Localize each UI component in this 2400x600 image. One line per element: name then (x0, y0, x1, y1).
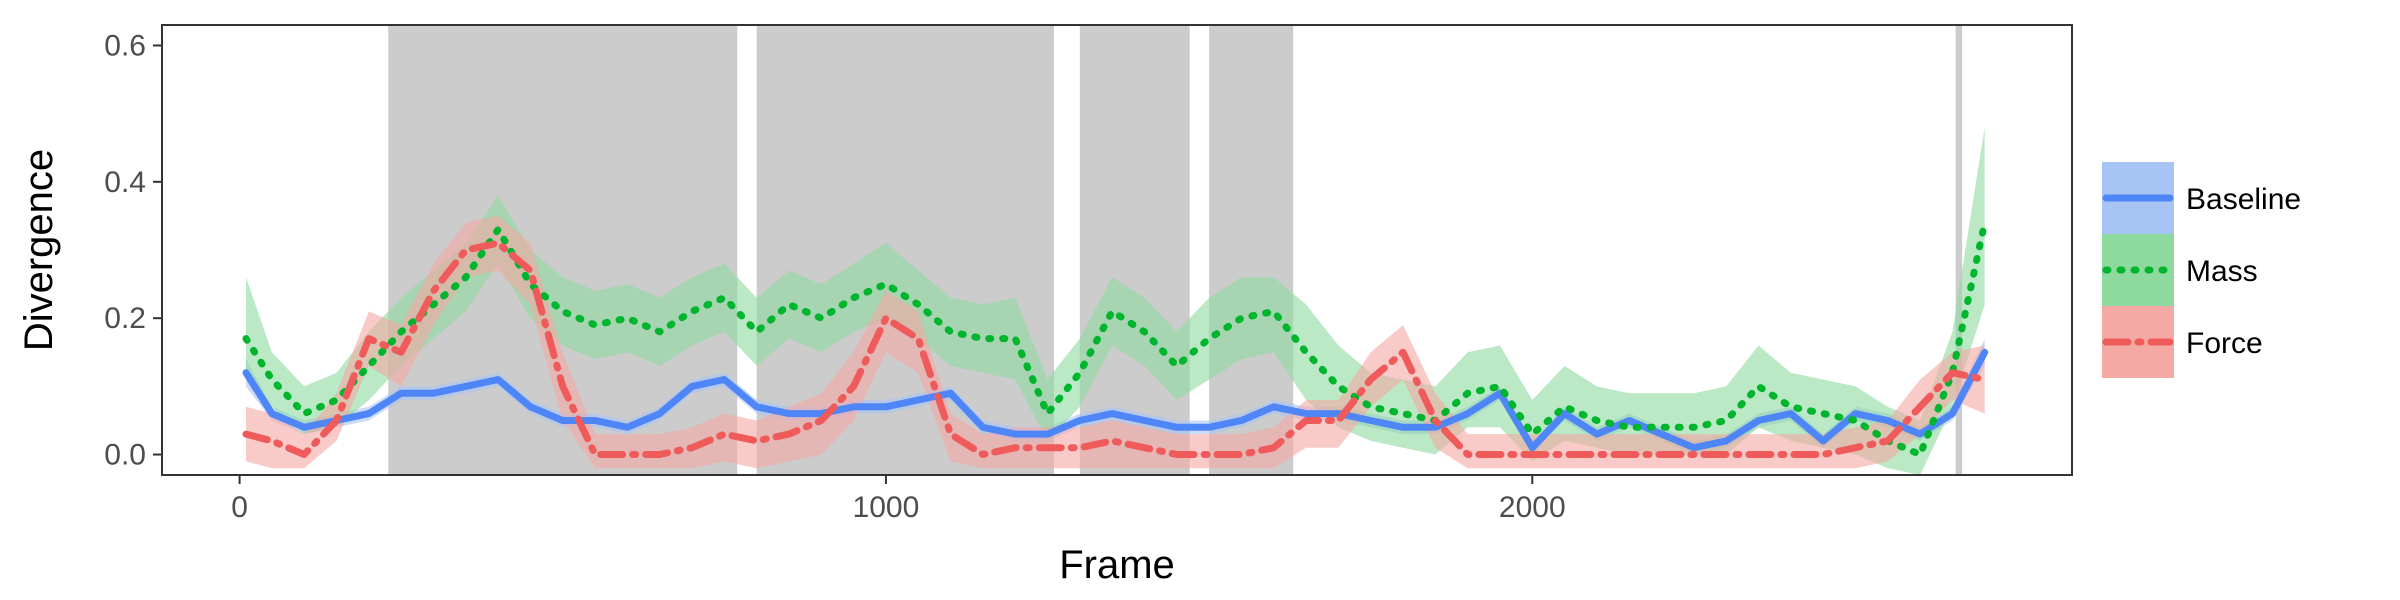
legend-label-force: Force (2186, 327, 2263, 360)
legend-item-force: Force (2102, 306, 2263, 378)
legend-item-mass: Mass (2102, 234, 2258, 306)
plot-area (161, 24, 2073, 476)
mass-confidence-band (246, 127, 1985, 475)
x-tick-label: 0 (231, 491, 248, 524)
legend-label-baseline: Baseline (2186, 183, 2301, 216)
x-tick-label: 1000 (853, 491, 920, 524)
y-tick-label: 0.6 (104, 29, 146, 62)
y-tick-label: 0.0 (104, 439, 146, 472)
x-axis-title: Frame (1059, 543, 1175, 587)
x-axis: 0 1000 2000 (231, 475, 1566, 524)
y-tick-label: 0.4 (104, 166, 146, 199)
shaded-region-4 (1209, 25, 1294, 475)
legend-item-baseline: Baseline (2102, 162, 2301, 234)
legend-label-mass: Mass (2186, 255, 2258, 288)
plot-panel-border (161, 24, 2073, 476)
x-tick-label: 2000 (1499, 491, 1566, 524)
y-tick-label: 0.2 (104, 302, 146, 335)
mass-series-line (242, 219, 1989, 458)
y-axis-title: Divergence (17, 149, 61, 351)
force-series-line (242, 239, 1989, 458)
series-lines (242, 219, 1989, 458)
shaded-region-3 (1079, 25, 1190, 475)
force-confidence-band (246, 215, 1985, 469)
y-axis: 0.0 0.2 0.4 0.6 (104, 29, 162, 472)
legend: Baseline Mass Force (2102, 162, 2301, 378)
baseline-series-line (242, 348, 1989, 452)
shaded-region-5 (1955, 25, 1963, 475)
